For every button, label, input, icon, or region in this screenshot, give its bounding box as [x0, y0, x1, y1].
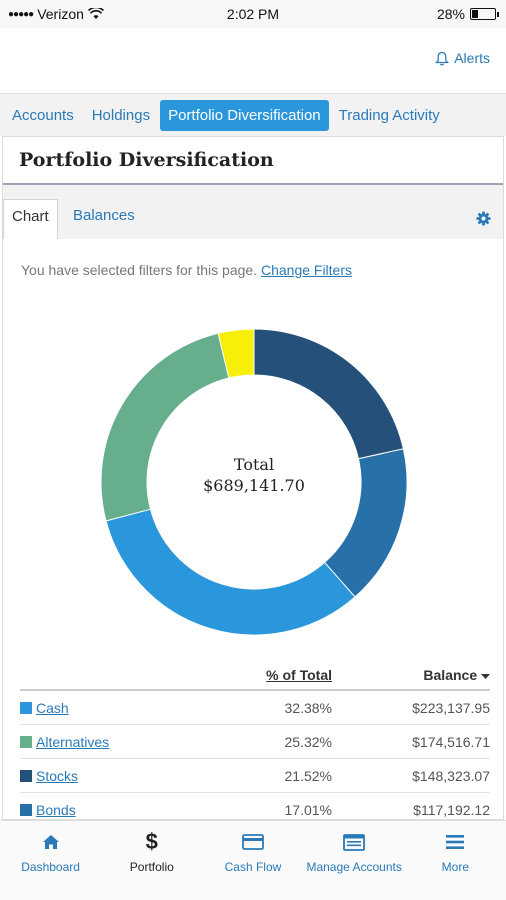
asset-class-cell: Alternatives	[20, 734, 240, 750]
pct-of-total-cell: 32.38%	[284, 699, 332, 716]
asset-class-link[interactable]: Stocks	[36, 767, 79, 784]
battery-percent: 28%	[436, 6, 465, 22]
tab-holdings[interactable]: Holdings	[91, 106, 151, 124]
balance-cell: $148,323.07	[412, 767, 490, 784]
asset-class-cell: Bonds	[20, 802, 240, 818]
nav-portfolio[interactable]: $ Portfolio	[101, 821, 202, 900]
donut-center: Total $689,141.70	[3, 455, 503, 495]
nav-more[interactable]: More	[405, 821, 506, 900]
asset-class-cell: Cash	[20, 700, 240, 716]
table-body: Cash 32.38% $223,137.95 Alternatives 25.32% $…	[20, 691, 490, 819]
balance-cell: $117,192.12	[413, 801, 490, 818]
alerts-button[interactable]: Alerts	[435, 50, 490, 66]
col-balance-label: Balance	[423, 667, 478, 683]
nav-cash-flow[interactable]: Cash Flow	[202, 821, 303, 900]
col-pct-of-total[interactable]: % of Total	[266, 667, 332, 683]
asset-class-link[interactable]: Alternatives	[36, 733, 110, 750]
change-filters-link[interactable]: Change Filters	[260, 262, 353, 278]
donut-slice[interactable]	[217, 328, 255, 379]
battery-fill	[472, 10, 479, 18]
table-header: % of Total Balance	[20, 661, 490, 691]
table-row: Stocks 21.52% $148,323.07	[20, 759, 490, 793]
nav-manage-accounts[interactable]: Manage Accounts	[304, 821, 405, 900]
clock: 2:02 PM	[226, 6, 280, 22]
pct-of-total-cell: 17.01%	[284, 801, 332, 818]
sort-down-icon	[481, 674, 490, 679]
status-bar: ●●●●● Verizon 2:02 PM 28%	[0, 0, 506, 28]
nav-dashboard[interactable]: Dashboard	[0, 821, 101, 900]
tab-portfolio-diversification[interactable]: Portfolio Diversification	[160, 99, 329, 131]
balance-cell: $174,516.71	[412, 733, 490, 750]
top-header: Alerts	[0, 28, 506, 94]
carrier-name: Verizon	[37, 6, 84, 22]
legend-swatch	[20, 701, 32, 714]
nav-label: Cash Flow	[224, 860, 282, 874]
table-row: Bonds 17.01% $117,192.12	[20, 793, 490, 819]
pct-of-total-cell: 21.52%	[284, 767, 332, 784]
table-row: Alternatives 25.32% $174,516.71	[20, 725, 490, 759]
legend-swatch	[20, 769, 32, 782]
allocation-table: % of Total Balance Cash 32.38% $223,137.95…	[20, 661, 490, 819]
legend-swatch	[20, 735, 32, 748]
portfolio-diversification-card: Portfolio Diversification Chart Balances…	[2, 136, 504, 820]
alerts-label: Alerts	[454, 50, 490, 66]
card-icon	[242, 834, 264, 850]
total-value: $689,141.70	[203, 476, 305, 495]
donut-slice-stocks[interactable]	[253, 328, 404, 460]
tab-trading-activity[interactable]: Trading Activity	[338, 106, 440, 124]
asset-class-link[interactable]: Bonds	[36, 801, 76, 818]
nav-label: Dashboard	[21, 860, 80, 874]
tab-accounts[interactable]: Accounts	[12, 106, 74, 124]
tab-chart[interactable]: Chart	[3, 199, 58, 239]
col-balance[interactable]: Balance	[332, 661, 490, 689]
bell-icon	[435, 51, 450, 65]
nav-label: More	[441, 860, 470, 874]
legend-swatch	[20, 803, 32, 816]
wifi-icon	[87, 8, 104, 19]
home-icon	[42, 835, 59, 849]
table-row: Cash 32.38% $223,137.95	[20, 691, 490, 725]
donut-slice-cash[interactable]	[105, 508, 356, 636]
filters-text: You have selected filters for this page.	[21, 262, 258, 278]
asset-class-cell: Stocks	[20, 768, 240, 784]
menu-icon	[446, 835, 465, 849]
tab-balances[interactable]: Balances	[73, 207, 135, 224]
balance-cell: $223,137.95	[412, 699, 490, 716]
donut-chart	[100, 328, 408, 636]
sub-tabs: Chart Balances	[3, 185, 503, 239]
total-label: Total	[233, 455, 275, 474]
pct-of-total-cell: 25.32%	[284, 733, 332, 750]
signal-strength-icon: ●●●●●	[8, 8, 34, 20]
nav-label: Manage Accounts	[306, 860, 402, 874]
filters-message: You have selected filters for this page.…	[21, 262, 352, 278]
dollar-icon: $	[145, 829, 158, 854]
nav-label: Portfolio	[129, 860, 174, 874]
page-title: Portfolio Diversification	[3, 137, 503, 185]
bottom-nav: Dashboard $ Portfolio Cash Flow Manage A…	[0, 820, 506, 900]
battery-icon	[470, 8, 499, 20]
main-tabs: Accounts Holdings Portfolio Diversificat…	[0, 94, 506, 136]
asset-class-link[interactable]: Cash	[36, 699, 69, 716]
manage-accounts-icon	[343, 833, 366, 851]
gear-icon[interactable]	[476, 211, 491, 226]
